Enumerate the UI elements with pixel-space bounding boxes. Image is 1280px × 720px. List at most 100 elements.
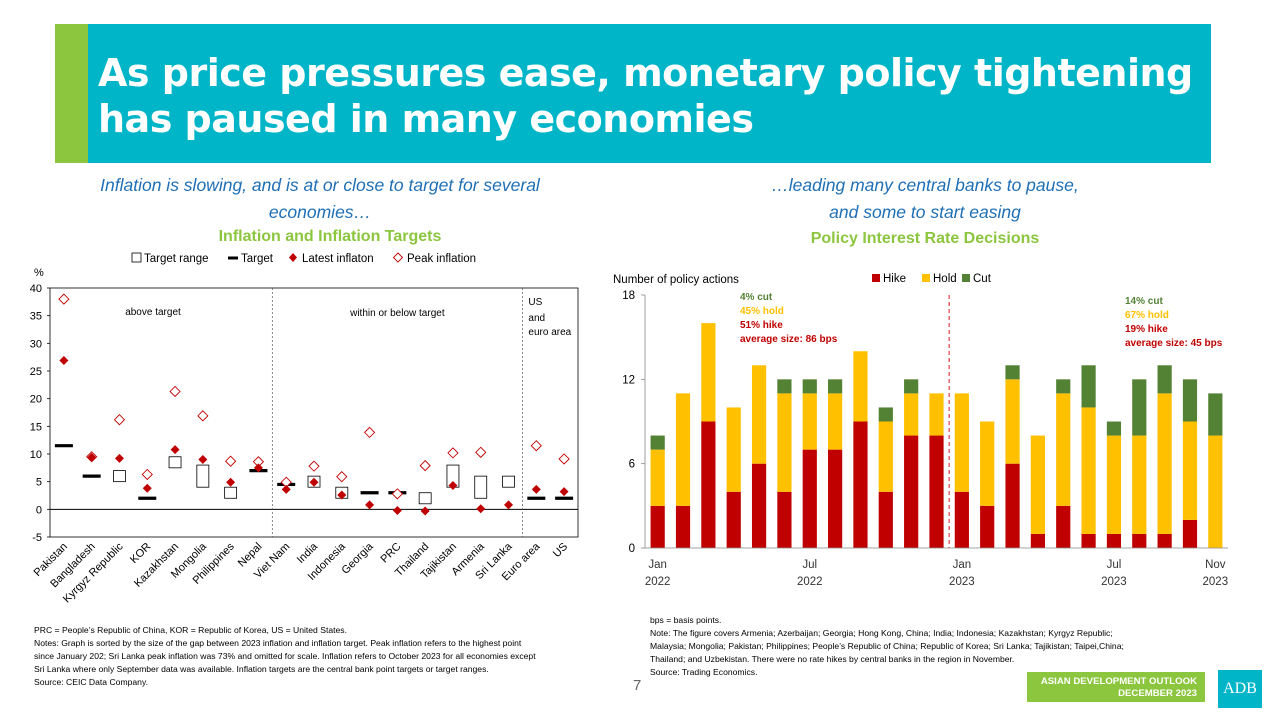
y-tick-label: 12 (622, 374, 635, 386)
right-notes: bps = basis points. Note: The figure cov… (650, 614, 1210, 679)
chart-annotation: 14% cut (1125, 296, 1163, 307)
bar-hold (1106, 435, 1122, 534)
left-note-line: PRC = People’s Republic of China, KOR = … (34, 625, 347, 635)
bar-hike (675, 505, 691, 548)
peak-inflation-point (558, 453, 570, 465)
bar-cut (1208, 393, 1223, 436)
adb-logo: ADB (1218, 670, 1262, 708)
left-note-line: since January 202; Sri Lanka peak inflat… (34, 651, 536, 661)
right-chart-title: Policy Interest Rate Decisions (810, 230, 1040, 247)
bar-hike (878, 491, 893, 548)
x-tick-label: Georgia (340, 540, 377, 577)
bar-hike (751, 463, 767, 548)
bar-hike (777, 491, 792, 548)
inflation-chart: -5 0 5 10 15 20 25 30 35 40% above target within or… (30, 252, 579, 605)
region-label: and (528, 313, 545, 324)
chart-annotation: 19% hike (1125, 324, 1168, 335)
y-tick-label: 40 (30, 283, 42, 295)
bar-cut (1005, 365, 1020, 380)
x-tick-label: KOR (128, 541, 153, 566)
latest-inflation-point (559, 487, 569, 497)
bar-cut (878, 407, 893, 422)
peak-inflation-point (308, 460, 320, 472)
region-label: US (528, 297, 542, 308)
bar-hold (1005, 379, 1020, 464)
latest-inflation-point (448, 481, 458, 491)
latest-inflation-point (170, 445, 180, 455)
bar-hold (1056, 393, 1071, 506)
bar-hold (828, 393, 843, 450)
bar-hold (1208, 435, 1223, 548)
right-note-line: Malaysia; Mongolia; Pakistan; Philippine… (650, 641, 1124, 651)
latest-inflation-point (476, 504, 486, 514)
bar-hike (929, 435, 944, 548)
bar-cut (1056, 379, 1071, 394)
left-notes: PRC = People’s Republic of China, KOR = … (34, 624, 614, 689)
y-tick-label: 18 (622, 290, 635, 302)
legend-label: Peak inflation (407, 253, 476, 265)
x-tick-label: Jan (648, 559, 667, 571)
bar-hike (828, 449, 843, 548)
y-axis-label: Number of policy actions (613, 274, 739, 286)
y-tick-label: 30 (30, 338, 42, 350)
left-note-line: Sri Lanka where only September data was … (34, 664, 489, 674)
peak-inflation-point (530, 440, 542, 452)
bar-cut (1081, 365, 1096, 408)
bar-hike (954, 491, 969, 548)
bar-cut (828, 379, 843, 394)
peak-inflation-point (336, 471, 348, 483)
latest-inflation-point (365, 500, 375, 510)
chart-annotation: 45% hold (740, 306, 784, 317)
bar-hike (726, 491, 741, 548)
chart-annotation: 4% cut (740, 292, 773, 303)
bar-hold (853, 351, 868, 422)
bar-hold (1081, 407, 1096, 534)
legend-label: Latest inflaton (302, 253, 374, 265)
latest-inflation-point (87, 452, 97, 462)
y-tick-label: -5 (32, 532, 42, 544)
peak-inflation-point (224, 455, 237, 467)
x-tick-label: 2023 (949, 576, 975, 588)
bar-hike (1056, 505, 1071, 548)
x-tick-label: Nov (1205, 559, 1226, 571)
latest-inflation-point (253, 463, 263, 473)
bar-hold (980, 421, 995, 506)
bar-hike (802, 449, 817, 548)
bar-cut (650, 435, 665, 450)
right-subtitle-line1: …leading many central banks to pause, (771, 175, 1079, 195)
bar-hike (904, 435, 919, 548)
bar-hold (1132, 435, 1147, 534)
chart-annotation: average size: 45 bps (1125, 338, 1223, 349)
latest-inflation-point (198, 455, 208, 465)
bar-hike (1182, 519, 1198, 548)
ado-badge: ASIAN DEVELOPMENT OUTLOOK DECEMBER 2023 (1027, 672, 1205, 702)
legend-hike-swatch (872, 274, 880, 282)
latest-inflation-point (392, 505, 402, 515)
peak-inflation-point (113, 414, 126, 426)
y-tick-label: 5 (36, 477, 42, 489)
bar-hold (878, 421, 893, 492)
bar-hike (1030, 533, 1045, 548)
legend-label: Hike (883, 273, 906, 285)
x-tick-label: 2023 (1203, 576, 1229, 588)
right-note-line: Source: Trading Economics. (650, 667, 758, 677)
bar-hold (701, 323, 716, 422)
peak-inflation-point (475, 446, 487, 458)
bar-hold (1182, 421, 1198, 520)
bar-cut (1106, 421, 1122, 436)
page-number: 7 (633, 677, 642, 694)
left-subtitle: Inflation is slowing, and is at or close… (100, 175, 540, 222)
y-tick-label: 15 (30, 421, 42, 433)
bar-hold (726, 407, 741, 492)
page-title: As price pressures ease, monetary policy… (98, 51, 1193, 141)
bar-hold (650, 449, 665, 506)
peak-inflation-point (419, 459, 431, 472)
peak-inflation-point (447, 447, 459, 459)
x-tick-label: Jan (953, 559, 972, 571)
latest-inflation-point (114, 453, 124, 463)
legend-label: Hold (933, 273, 957, 285)
peak-inflation-point (363, 426, 376, 439)
legend-latest-swatch (289, 253, 297, 262)
right-note-line: bps = basis points. (650, 615, 722, 625)
target-range-box (168, 456, 182, 469)
